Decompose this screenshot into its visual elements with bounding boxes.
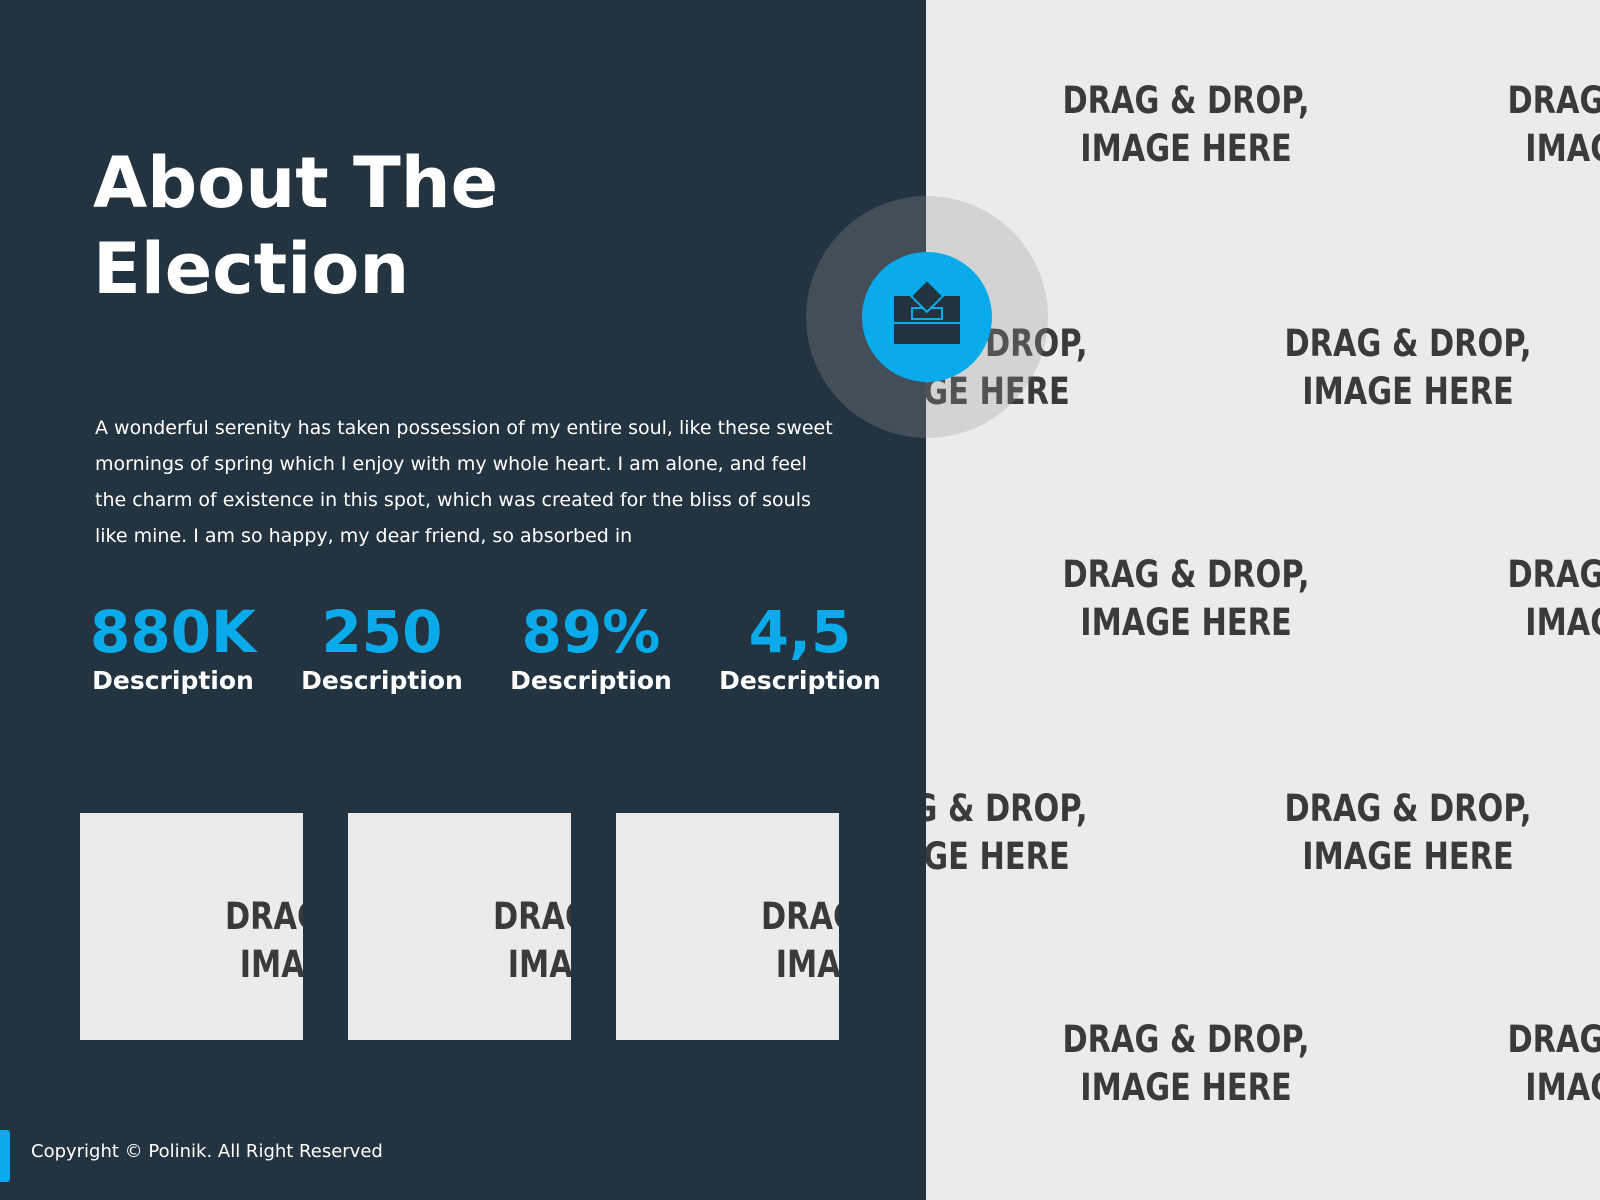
image-placeholder: DRAG & DROP, IMAGE HERE — [1062, 553, 1310, 644]
ballot-box-icon — [894, 278, 960, 344]
image-placeholder: DRAG & DROP, IMAGE HERE — [1507, 1018, 1600, 1109]
footer-copyright: Copyright © Polinik. All Right Reserved — [31, 1141, 383, 1162]
page-title-line-1: About The — [93, 142, 499, 224]
stat-value: 4,5 — [748, 598, 852, 666]
footer-accent-bar — [0, 1130, 10, 1182]
stat-4: 4,5 Description — [700, 600, 900, 698]
stat-label: Description — [92, 666, 254, 695]
stat-1: 880K Description — [73, 600, 273, 698]
stat-2: 250 Description — [282, 600, 482, 698]
image-placeholder: DRAG & DROP, IMAGE HERE — [1062, 1018, 1310, 1109]
image-placeholder-thumb-2[interactable]: DRAG IMA — [348, 813, 571, 1040]
placeholder-text: DRAG IMA — [225, 895, 303, 986]
placeholder-text: DRAG IMA — [761, 895, 839, 986]
image-placeholder: DRAG & DROP, IMAGE HERE — [1062, 79, 1310, 170]
intro-paragraph: A wonderful serenity has taken possessio… — [95, 417, 833, 547]
stat-value: 89% — [521, 598, 661, 666]
ballot-badge — [862, 252, 992, 382]
image-placeholder: DRAG & DROP, IMAGE HERE — [926, 787, 1088, 878]
stat-3: 89% Description — [491, 600, 691, 698]
image-placeholder-grid[interactable]: DRAG & DROP, IMAGE HERE DRAG & DROP, IMA… — [926, 0, 1600, 1200]
image-placeholder: DRAG & DROP, IMAGE HERE — [1507, 79, 1600, 170]
stat-label: Description — [301, 666, 463, 695]
stat-value: 880K — [89, 598, 256, 666]
stat-value: 250 — [321, 598, 443, 666]
image-placeholder: DRAG & DROP, IMAGE HERE — [1507, 553, 1600, 644]
placeholder-text: DRAG IMA — [493, 895, 571, 986]
page-title: About The Election — [93, 140, 693, 312]
stat-label: Description — [719, 666, 881, 695]
image-placeholder: DRAG & DROP, IMAGE HERE — [1284, 787, 1532, 878]
image-placeholder-thumb-3[interactable]: DRAG IMA — [616, 813, 839, 1040]
page-title-line-2: Election — [93, 228, 410, 310]
image-placeholder-thumb-1[interactable]: DRAG IMA — [80, 813, 303, 1040]
stat-label: Description — [510, 666, 672, 695]
left-panel: About The Election A wonderful serenity … — [0, 0, 926, 1200]
image-placeholder: DRAG & DROP, IMAGE HERE — [1284, 322, 1532, 413]
